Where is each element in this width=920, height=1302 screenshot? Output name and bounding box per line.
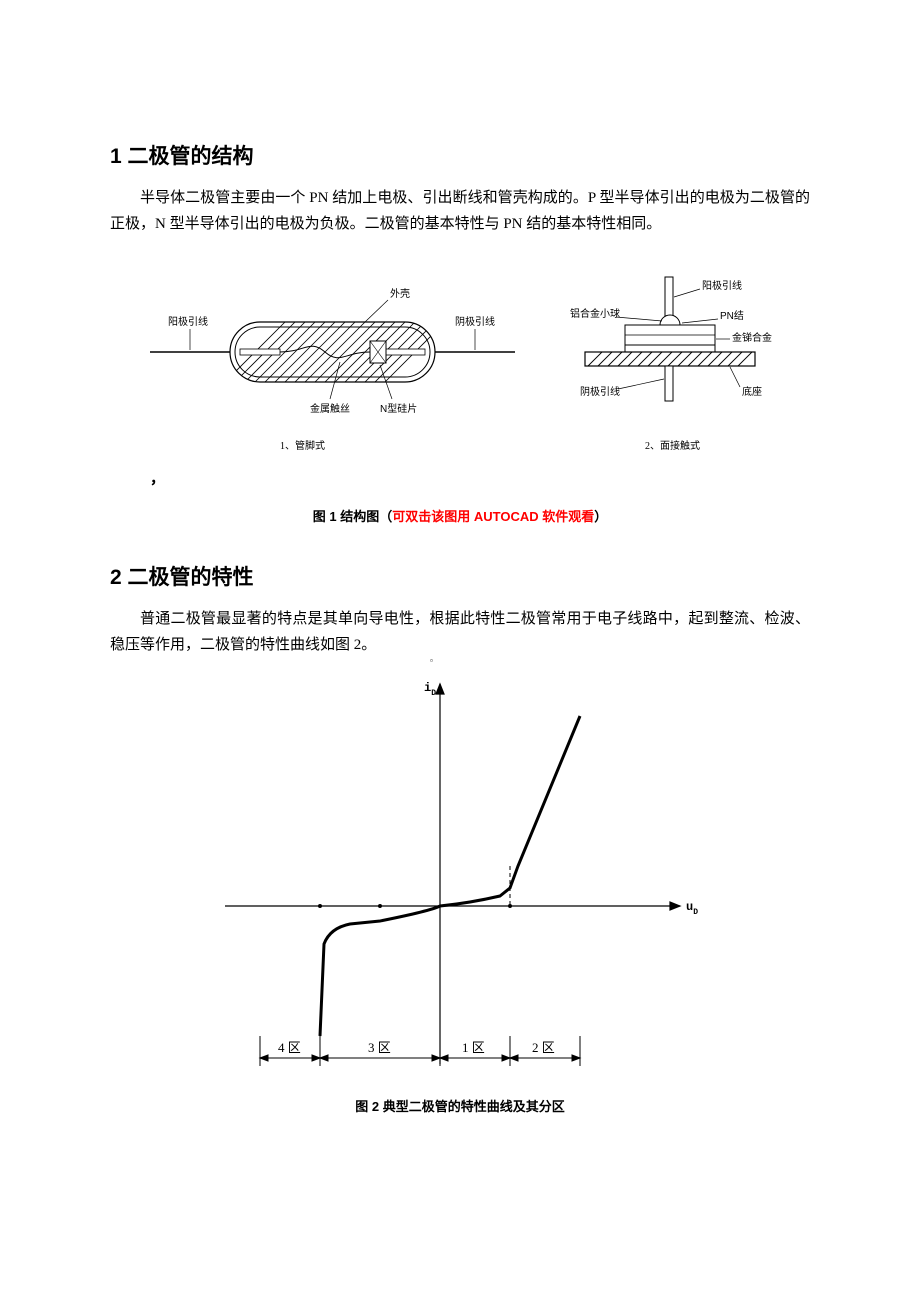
stray-mark: ， xyxy=(150,467,810,488)
caption-right: 2、面接触式 xyxy=(645,439,700,452)
label-cathode-right: 阴极引线 xyxy=(580,385,620,398)
diagram-left: 外壳 阳极引线 阴极引线 金属触丝 N型硅片 1、管脚式 xyxy=(150,287,515,452)
figure2-container: ▫ iD uD xyxy=(110,676,810,1115)
figure2-caption: 图 2 典型二极管的特性曲线及其分区 xyxy=(110,1096,810,1115)
label-pn: PN结 xyxy=(720,309,744,322)
figure1-svg: 外壳 阳极引线 阴极引线 金属触丝 N型硅片 1、管脚式 xyxy=(130,267,790,467)
label-shell: 外壳 xyxy=(390,287,410,300)
figure1-caption: 图 1 结构图（可双击该图用 AUTOCAD 软件观看） xyxy=(110,506,810,525)
document-page: 1 二极管的结构 半导体二极管主要由一个 PN 结加上电极、引出断线和管壳构成的… xyxy=(0,0,920,1211)
section2-paragraph: 普通二极管最显著的特点是其单向导电性，根据此特性二极管常用于电子线路中，起到整流… xyxy=(110,607,810,658)
y-axis-label: iD xyxy=(424,681,436,698)
fig1-caption-suffix: ） xyxy=(594,509,607,524)
label-anode-right: 阳极引线 xyxy=(702,279,742,292)
figure1-container: 外壳 阳极引线 阴极引线 金属触丝 N型硅片 1、管脚式 xyxy=(110,267,810,525)
label-alloy-ball: 铝合金小球 xyxy=(570,307,620,320)
zone-1: 1 区 xyxy=(462,1040,485,1055)
zone-2: 2 区 xyxy=(532,1040,555,1055)
section2-title: 2 二极管的特性 xyxy=(110,561,810,591)
section1-paragraph: 半导体二极管主要由一个 PN 结加上电极、引出断线和管壳构成的。P 型半导体引出… xyxy=(110,186,810,237)
label-n-chip: N型硅片 xyxy=(380,402,417,415)
caption-left: 1、管脚式 xyxy=(280,439,325,452)
label-metal-wire: 金属触丝 xyxy=(310,402,350,415)
zone-4: 4 区 xyxy=(278,1040,301,1055)
iv-curve xyxy=(320,716,580,1036)
label-cathode-left: 阴极引线 xyxy=(455,315,495,328)
fig1-caption-red: 可双击该图用 AUTOCAD 软件观看 xyxy=(392,509,594,524)
label-base: 底座 xyxy=(742,385,762,398)
figure2-svg: iD uD xyxy=(210,676,710,1066)
label-anode-left: 阳极引线 xyxy=(168,315,208,328)
label-gold: 金锑合金 xyxy=(732,331,772,344)
small-square-icon: ▫ xyxy=(430,656,433,665)
x-axis-label: uD xyxy=(686,900,698,917)
axes xyxy=(225,684,680,1064)
diagram-right: 阳极引线 铝合金小球 PN结 金锑合金 阴极引线 底座 2、面接触式 xyxy=(570,277,772,452)
section1-title: 1 二极管的结构 xyxy=(110,140,810,170)
zone-3: 3 区 xyxy=(368,1040,391,1055)
fig1-caption-prefix: 图 1 结构图（ xyxy=(313,509,392,524)
